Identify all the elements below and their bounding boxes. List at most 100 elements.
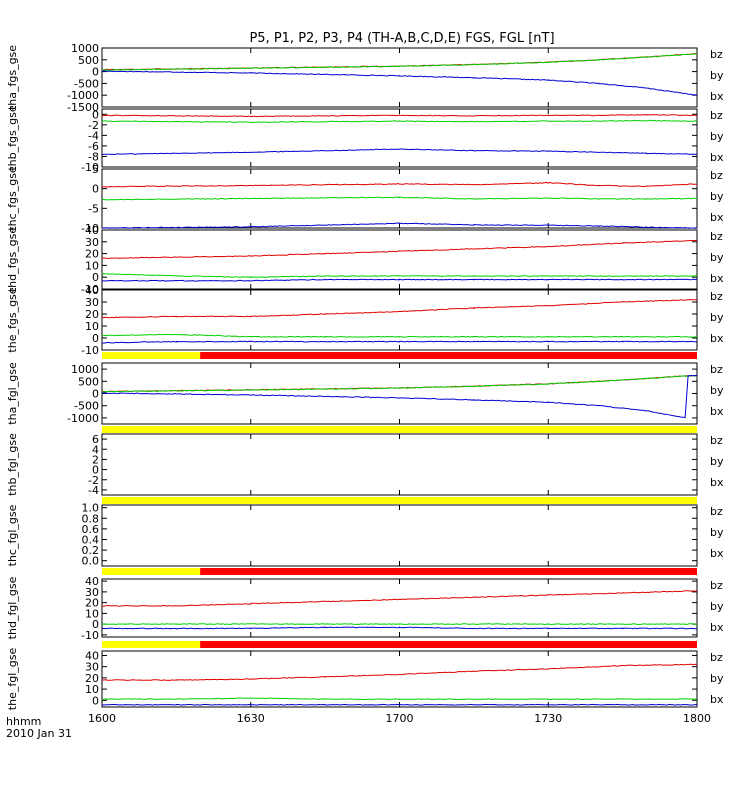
legend-bx: bx (710, 272, 724, 285)
x-tick-label: 1800 (683, 712, 711, 725)
panel-thb-fgs-gse: 0-2-4-6-8-10 thb_fgs_gse bz by bx (6, 105, 724, 174)
legend-by: by (710, 130, 724, 143)
legend-bz: bz (710, 434, 723, 447)
x-tick-label: 1730 (534, 712, 562, 725)
series-line-by (101, 697, 698, 701)
status-bar-segment (102, 352, 201, 359)
status-bar-segment (200, 568, 698, 575)
status-bar-segment (200, 352, 698, 359)
legend-bx: bx (710, 693, 724, 706)
y-tick-label: 30 (85, 236, 99, 249)
x-tick-label: 1700 (386, 712, 414, 725)
y-tick-label: 1000 (71, 42, 99, 55)
legend-by: by (710, 672, 724, 685)
y-tick-label: -10 (81, 161, 99, 174)
y-tick-label: 5 (92, 163, 99, 176)
x-tick-label: 1630 (237, 712, 265, 725)
y-axis-label: tha_fgl_gse (6, 362, 19, 425)
status-bar-segment (102, 426, 697, 433)
legend-bx: bx (710, 151, 724, 164)
series-line-bx (102, 626, 697, 630)
y-tick-label: 10 (85, 683, 99, 696)
y-tick-label: 20 (85, 248, 99, 261)
y-axis-label: thd_fgs_gse (6, 227, 19, 293)
y-axis-label: thc_fgl_gse (6, 504, 19, 566)
y-axis-label: the_fgs_gse (6, 287, 19, 352)
legend-bz: bz (710, 109, 723, 122)
y-tick-label: 0 (92, 108, 99, 121)
y-tick-label: 40 (85, 575, 99, 588)
y-tick-label: 0 (92, 66, 99, 79)
y-axis-label: thb_fgs_gse (6, 105, 19, 171)
y-tick-label: -1500 (67, 101, 99, 114)
y-tick-label: 20 (85, 308, 99, 321)
y-tick-label: 0 (92, 694, 99, 707)
series-line-bz (101, 240, 698, 259)
y-tick-label: 0 (92, 332, 99, 345)
x-axis: 1600 1630 1700 1730 1800 (88, 712, 711, 725)
legend-bx: bx (710, 476, 724, 489)
legend-bx: bx (710, 332, 724, 345)
x-tick-label: 1600 (88, 712, 116, 725)
series-line-bx (101, 374, 698, 419)
legend-by: by (710, 311, 724, 324)
y-axis-label: the_fgl_gse (6, 648, 19, 711)
y-tick-label: 10 (85, 259, 99, 272)
series-line-by (101, 623, 698, 626)
y-tick-label: 0 (92, 183, 99, 196)
y-tick-label: 40 (85, 649, 99, 662)
legend-bz: bz (710, 169, 723, 182)
y-tick-label: -1000 (67, 412, 99, 425)
y-tick-label: 1000 (71, 363, 99, 376)
y-tick-label: -500 (74, 400, 99, 413)
legend-by: by (710, 600, 724, 613)
y-tick-label: 10 (85, 607, 99, 620)
series-line-bz (102, 181, 698, 188)
series-line-by (102, 53, 698, 71)
y-tick-label: 0 (92, 388, 99, 401)
y-tick-label: 30 (85, 661, 99, 674)
series-line-by (101, 333, 698, 338)
series-line-bz (101, 663, 698, 681)
series-line-bz (101, 114, 698, 118)
y-tick-label: -10 (81, 283, 99, 296)
series-line-bx (102, 278, 698, 282)
y-tick-label: -10 (81, 629, 99, 642)
series-line-bx (101, 148, 697, 156)
y-tick-label: 40 (85, 224, 99, 237)
y-tick-label: 20 (85, 597, 99, 610)
legend-bx: bx (710, 90, 724, 103)
series-line-bz (101, 299, 697, 319)
legend-by: by (710, 455, 724, 468)
panel-frame (101, 362, 698, 425)
panel-thc-fgl-gse: 1.00.80.60.40.20.0 thc_fgl_gse bz by bx (6, 502, 724, 568)
y-tick-label: -8 (88, 150, 99, 163)
legend-bz: bz (710, 579, 723, 592)
legend-by: by (710, 384, 724, 397)
y-tick-label: 0.0 (82, 555, 100, 568)
status-bar-segment (102, 568, 201, 575)
series-line-bx (101, 70, 698, 96)
series-line-by (101, 196, 698, 201)
y-tick-label: -10 (81, 222, 99, 235)
panel-frame (101, 504, 698, 567)
y-tick-label: 0 (92, 618, 99, 631)
legend-bx: bx (710, 211, 724, 224)
x-axis-unit-label: hhmm (6, 715, 41, 728)
y-tick-label: -2 (88, 474, 99, 487)
legend-by: by (710, 190, 724, 203)
legend-by: by (710, 251, 724, 264)
panel-thc-fgs-gse: 5 0 -5 -10 thc_fgs_gse bz by bx (6, 163, 724, 235)
status-bar-segment (102, 641, 201, 648)
series-line-bx (101, 222, 698, 229)
y-tick-label: 30 (85, 586, 99, 599)
y-tick-label: 1.0 (82, 502, 100, 515)
y-tick-label: -4 (88, 484, 99, 497)
panel-frame (101, 108, 698, 168)
